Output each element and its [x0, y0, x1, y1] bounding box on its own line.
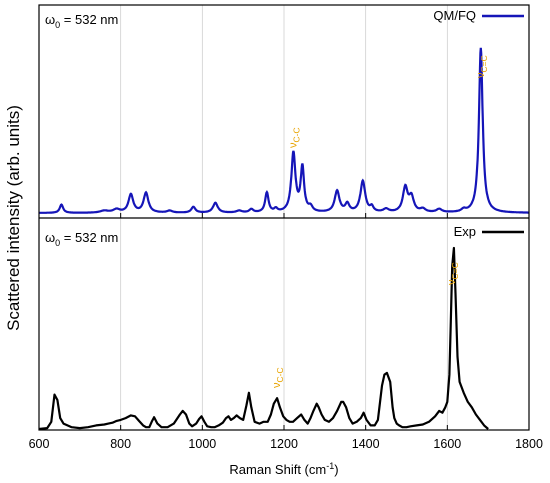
x-tick-label: 600 [29, 437, 50, 451]
peak-annotations: νC-C νC=C νC-C νC=C [271, 55, 489, 388]
qmfq-spectrum-line [38, 47, 529, 214]
peak-annotation-label: νC=C [475, 55, 489, 78]
x-tick-label: 1200 [270, 437, 298, 451]
top-series-group [38, 47, 529, 214]
x-tick-label: 1600 [433, 437, 461, 451]
x-axis-title: Raman Shift (cm-1) [229, 461, 338, 477]
x-tick-label: 800 [110, 437, 131, 451]
peak-annotation-label: νC=C [446, 262, 460, 285]
top-legend-label: QM/FQ [433, 8, 476, 23]
x-axis-ticks: 600 800 1000 1200 1400 1600 1800 [29, 213, 543, 451]
bottom-legend-label: Exp [454, 224, 476, 239]
y-axis-title: Scattered intensity (arb. units) [4, 105, 23, 331]
experimental-spectrum-line [38, 246, 489, 431]
peak-annotation-label: νC-C [271, 367, 285, 388]
x-tick-label: 1800 [515, 437, 543, 451]
peak-annotation-label: νC-C [287, 127, 301, 148]
x-tick-label: 1400 [352, 437, 380, 451]
x-tick-label: 1000 [188, 437, 216, 451]
top-panel-note: ω0 = 532 nm [45, 12, 118, 30]
bottom-series-group [38, 246, 489, 431]
bottom-panel-note: ω0 = 532 nm [45, 230, 118, 248]
